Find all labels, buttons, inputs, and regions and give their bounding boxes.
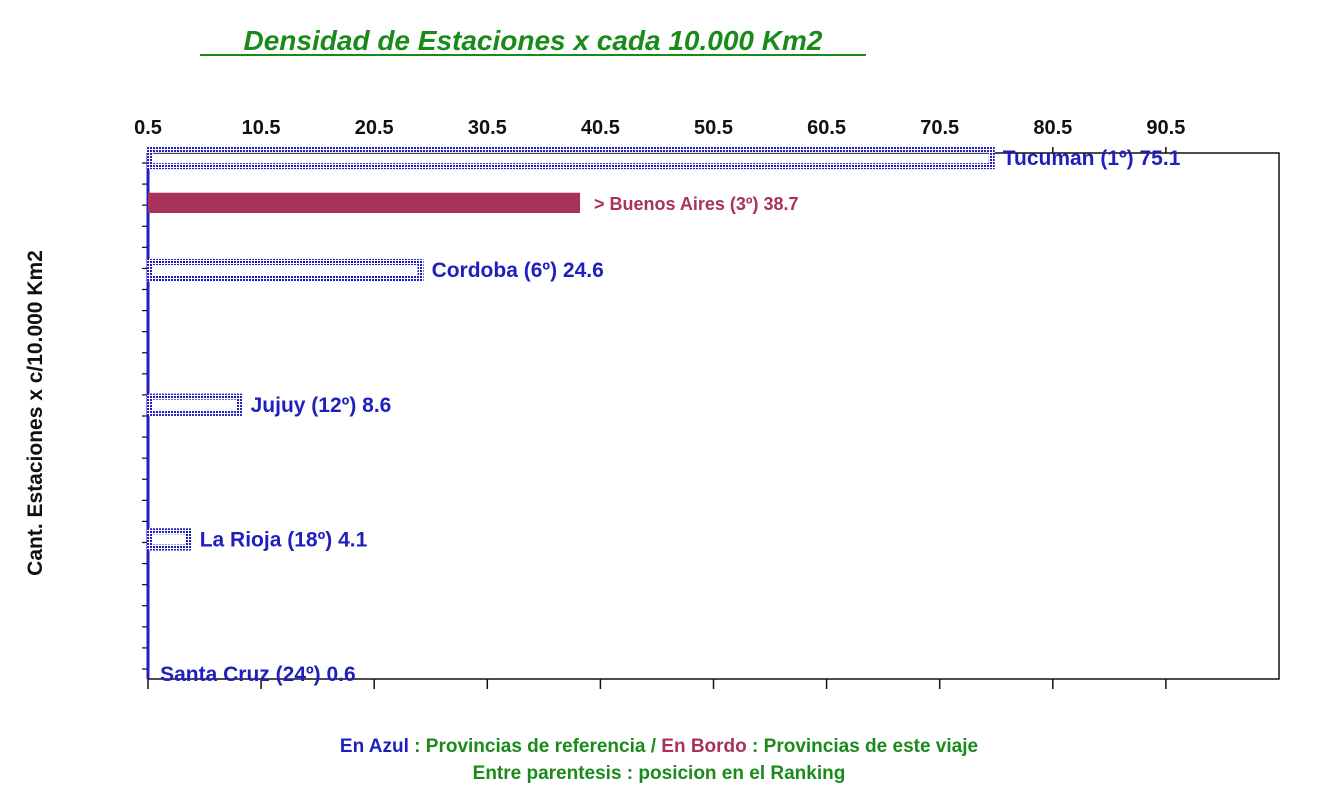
x-tick-label: 20.5 [355,117,394,139]
bar-jujuy [147,393,243,416]
bar-jujuy-label: Jujuy (12º) 8.6 [251,394,392,417]
bar-cordoba-label: Cordoba (6º) 24.6 [432,259,604,282]
y-axis-label: Cant. Estaciones x c/10.000 Km2 [24,250,47,576]
bars [147,146,995,551]
x-tick-label: 60.5 [807,117,846,139]
axis-ticks: 0.5 10.5 20.5 30.5 40.5 50.5 60.5 70.5 80.5 90.5 [134,117,1185,689]
bar-tucuman [147,146,995,170]
x-tick-label: 70.5 [920,117,959,139]
x-tick-label: 50.5 [694,117,733,139]
legend-line-1: En Azul : Provincias de referencia / En … [0,736,1318,758]
legend-reference-key: En Azul [339,736,409,757]
bar-labels: Tucuman (1º) 75.1 > Buenos Aires (3º) 38.… [160,147,1181,686]
legend-trip-key: En Bordo [661,736,747,757]
x-tick-label: 0.5 [134,117,162,139]
x-tick-label: 30.5 [468,117,507,139]
legend-reference-text: : Provincias de referencia / [408,736,662,757]
x-tick-label: 90.5 [1146,117,1185,139]
chart-title: Densidad de Estaciones x cada 10.000 Km2 [244,25,823,56]
x-tick-label: 10.5 [242,117,281,139]
bar-cordoba [147,259,424,282]
bar-buenos-aires-label: > Buenos Aires (3º) 38.7 [594,194,799,214]
bar-tucuman-label: Tucuman (1º) 75.1 [1003,147,1181,170]
x-tick-label: 80.5 [1033,117,1072,139]
legend-trip-text: : Provincias de este viaje [746,736,979,757]
x-tick-label: 40.5 [581,117,620,139]
bar-santa-cruz-label: Santa Cruz (24º) 0.6 [160,663,356,686]
bar-buenos-aires [148,192,581,214]
bar-la-rioja-label: La Rioja (18º) 4.1 [200,528,368,551]
bar-la-rioja [147,528,192,551]
legend-line-2: Entre parentesis : posicion en el Rankin… [472,763,846,784]
